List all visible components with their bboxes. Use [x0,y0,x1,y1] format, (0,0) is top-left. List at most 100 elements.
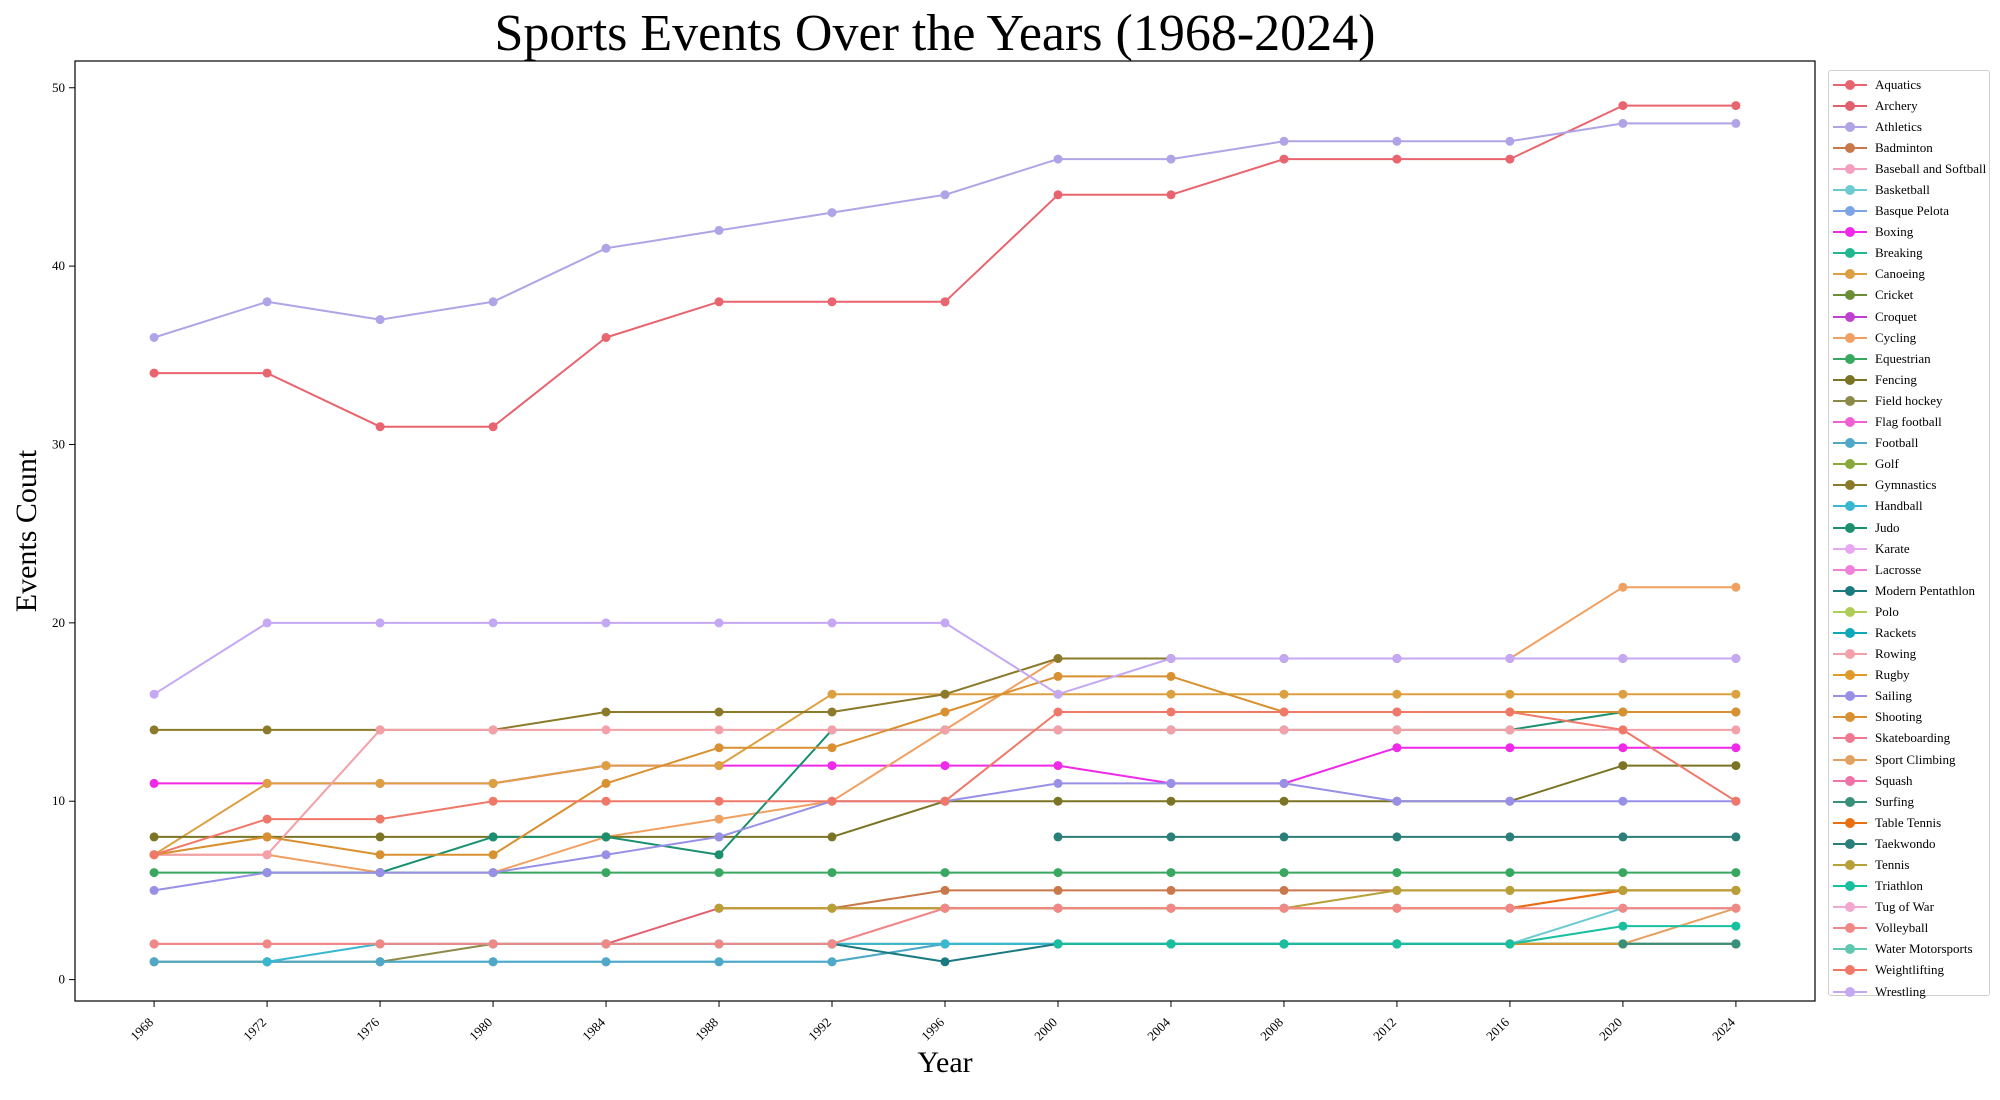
data-point-football [488,957,498,967]
data-point-rowing [375,725,385,735]
data-point-equestrian [1618,868,1628,878]
data-point-rowing [1053,725,1063,735]
data-point-shooting [488,850,498,860]
series-athletics [149,118,1741,342]
data-point-rowing [1731,725,1741,735]
data-point-wrestling [1166,654,1176,663]
legend-label: Badminton [1875,139,1933,155]
legend-item-aquatics: Aquatics [1829,74,1989,95]
data-point-equestrian [714,868,724,878]
legend-label: Modern Pentathlon [1875,582,1976,598]
x-tick-label: 2016 [1483,1014,1512,1043]
legend-item-shooting: Shooting [1829,707,1989,728]
data-point-volleyball [488,939,498,949]
legend-label: Cycling [1875,329,1917,345]
data-point-rowing [1505,725,1515,735]
data-point-wrestling [827,618,837,628]
legend-label: Gymnastics [1875,477,1937,493]
data-point-wrestling [1392,654,1402,663]
legend-marker-icon [1833,373,1867,387]
data-point-weightlifting [1618,725,1628,735]
legend-item-baseball-and-softball: Baseball and Softball [1829,158,1989,179]
legend-marker-icon [1833,141,1867,155]
data-point-weightlifting [1392,707,1402,717]
legend-item-flag-football: Flag football [1829,412,1989,433]
plot-frame [74,60,1816,1002]
y-axis-label: Events Count [10,449,43,612]
data-point-judo [601,832,611,842]
x-tick-label: 1984 [579,1014,608,1043]
legend-marker-icon [1833,162,1867,176]
data-point-triathlon [1392,939,1402,949]
legend-label: Athletics [1875,118,1922,134]
data-point-athletics [1166,154,1176,164]
data-point-fencing [1166,796,1176,806]
legend-label: Squash [1875,772,1913,788]
data-point-weightlifting [1053,707,1063,717]
legend-marker-icon [1833,183,1867,197]
legend-label: Tennis [1875,857,1910,873]
legend-item-volleyball: Volleyball [1829,918,1989,939]
data-point-aquatics [1166,190,1176,200]
legend-item-surfing: Surfing [1829,791,1989,812]
legend-marker-icon [1833,436,1867,450]
legend-marker-icon [1833,710,1867,724]
legend-label: Aquatics [1875,76,1922,92]
legend-item-tug-of-war: Tug of War [1829,897,1989,918]
data-point-wrestling [262,618,272,628]
data-point-weightlifting [262,814,272,824]
legend-item-taekwondo: Taekwondo [1829,833,1989,854]
legend-marker-icon [1833,457,1867,471]
data-point-gymnastics [714,707,724,717]
series-aquatics [149,101,1741,432]
x-axis: 1968 1972 1976 1980 1984 1988 1992 1996 2000 2004… [127,1001,1738,1044]
data-point-volleyball [1618,903,1628,913]
data-point-aquatics [1731,101,1741,111]
data-point-taekwondo [1731,832,1741,842]
data-point-triathlon [1053,939,1063,949]
legend-label: Baseball and Softball [1875,160,1987,176]
data-point-boxing [1731,743,1741,753]
data-point-football [827,957,837,967]
legend-label: Football [1875,435,1919,451]
data-point-shooting [375,850,385,860]
legend-item-karate: Karate [1829,538,1989,559]
data-point-football [601,957,611,967]
legend-label: Boxing [1875,224,1914,240]
data-point-badminton [1053,885,1063,895]
legend-marker-icon [1833,753,1867,767]
legend-item-modern-pentathlon: Modern Pentathlon [1829,580,1989,601]
legend-label: Surfing [1875,793,1914,809]
data-point-fencing [1279,796,1289,806]
series-basketball [149,903,1741,967]
legend-marker-icon [1833,963,1867,977]
y-axis: 0 10 20 30 40 50 [52,80,75,987]
data-point-judo [714,850,724,860]
series-line-wrestling [153,621,1736,696]
legend-marker-icon [1833,774,1867,788]
data-point-athletics [262,297,272,307]
data-point-rowing [601,725,611,735]
data-point-athletics [1392,136,1402,146]
series-triathlon [1053,921,1741,949]
series-line-table-tennis [719,889,1736,910]
data-point-athletics [827,208,837,218]
data-point-volleyball [1392,903,1402,913]
data-point-taekwondo [1618,832,1628,842]
data-point-athletics [601,243,611,253]
data-point-triathlon [1279,939,1289,949]
data-point-equestrian [1505,868,1515,878]
legend-item-rowing: Rowing [1829,644,1989,665]
legend-item-archery: Archery [1829,95,1989,116]
data-point-volleyball [601,939,611,949]
data-point-weightlifting [940,796,950,806]
data-point-canoeing [1392,689,1402,699]
legend-label: Sport Climbing [1875,751,1956,767]
x-tick-label: 2008 [1257,1015,1286,1044]
data-point-wrestling [1505,654,1515,663]
data-point-volleyball [1505,903,1515,913]
legend-marker-icon [1833,668,1867,682]
data-point-sailing [601,850,611,860]
data-point-aquatics [1505,154,1515,164]
legend-label: Taekwondo [1875,835,1936,851]
